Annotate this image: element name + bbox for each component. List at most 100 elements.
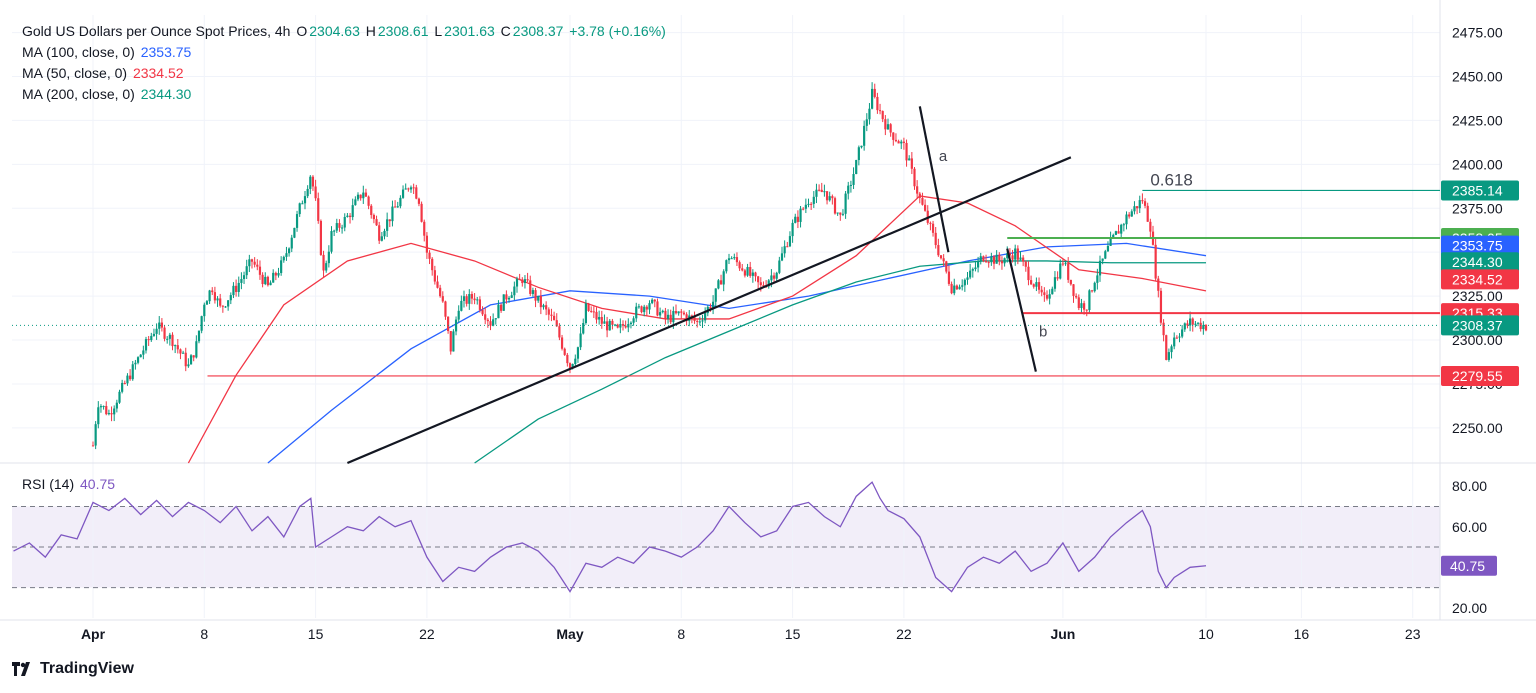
candle-body xyxy=(1003,258,1006,264)
candle-body xyxy=(131,364,134,380)
candle-body xyxy=(386,219,389,231)
rsi-legend[interactable]: RSI (14) 40.75 xyxy=(22,476,117,492)
header-legend: Gold US Dollars per Ounce Spot Prices, 4… xyxy=(22,23,668,39)
candle-body xyxy=(871,88,874,109)
candle-body xyxy=(428,252,431,259)
time-tick-label: Apr xyxy=(81,626,106,642)
candle-body xyxy=(394,206,397,208)
candle-body xyxy=(640,306,643,313)
candle-body xyxy=(439,287,442,297)
candle-body xyxy=(184,352,187,367)
candle-body xyxy=(468,294,471,304)
candle-body xyxy=(778,260,781,273)
candle-body xyxy=(905,142,908,161)
candle-body xyxy=(248,259,251,267)
candle-body xyxy=(1136,206,1139,209)
candle-body xyxy=(1159,290,1163,323)
candle-body xyxy=(992,256,996,264)
rsi-value: 40.75 xyxy=(80,476,116,492)
candle-body xyxy=(383,230,386,237)
candle-body xyxy=(571,364,574,369)
candle-body xyxy=(1048,294,1051,299)
candle-body xyxy=(863,125,866,146)
candle-body xyxy=(982,256,985,261)
candle-body xyxy=(791,222,794,237)
candle-body xyxy=(677,311,680,314)
ma100-legend[interactable]: MA (100, close, 0) 2353.75 xyxy=(22,44,193,60)
candle-body xyxy=(311,176,315,187)
candle-body xyxy=(346,215,349,217)
candle-body xyxy=(1157,278,1160,291)
ma50-legend[interactable]: MA (50, close, 0) 2334.52 xyxy=(22,65,186,81)
brand-name: TradingView xyxy=(40,660,134,677)
price-tick-label: 2300.00 xyxy=(1452,332,1503,348)
candle-body xyxy=(105,406,108,415)
candle-body xyxy=(330,231,333,252)
candle-body xyxy=(523,279,527,284)
candle-body xyxy=(1045,294,1049,299)
rsi-tick-label: 20.00 xyxy=(1452,600,1487,616)
candle-body xyxy=(425,235,428,253)
candle-body xyxy=(1016,248,1019,260)
candle-body xyxy=(1080,303,1083,309)
candle-body xyxy=(476,299,479,301)
candle-body xyxy=(701,320,704,322)
candle-body xyxy=(568,363,572,369)
candle-body xyxy=(945,261,948,272)
candle-body xyxy=(613,324,617,326)
candle-body xyxy=(1014,248,1017,260)
candle-body xyxy=(341,227,344,229)
candle-body xyxy=(1067,263,1070,280)
candle-body xyxy=(261,274,264,285)
candle-body xyxy=(847,185,850,194)
candle-body xyxy=(505,294,508,300)
candle-body xyxy=(539,295,542,308)
candle-body xyxy=(600,317,603,324)
candle-body xyxy=(1146,205,1149,222)
time-tick-label: 22 xyxy=(419,626,435,642)
candle-body xyxy=(894,139,898,142)
candle-body xyxy=(1154,244,1157,279)
ma200-legend[interactable]: MA (200, close, 0) 2344.30 xyxy=(22,86,193,102)
rsi-tag-box xyxy=(1441,555,1497,576)
price-tick-label: 2250.00 xyxy=(1452,420,1503,436)
candle-body xyxy=(892,132,895,140)
candle-body xyxy=(348,215,352,218)
candle-body xyxy=(460,300,463,311)
candle-body xyxy=(322,254,325,271)
close-label: C xyxy=(500,23,511,39)
wave-b-line xyxy=(1006,248,1037,372)
candle-body xyxy=(1024,261,1027,267)
candle-body xyxy=(669,314,672,323)
ma50-value: 2334.52 xyxy=(132,65,184,81)
candle-body xyxy=(502,294,505,311)
candle-body xyxy=(229,295,232,301)
candle-body xyxy=(160,322,163,328)
candle-body xyxy=(144,339,148,351)
candle-body xyxy=(1027,266,1030,281)
candle-body xyxy=(937,245,940,256)
candle-body xyxy=(608,320,611,331)
candle-body xyxy=(510,295,513,298)
price-tag-label: 2279.55 xyxy=(1452,368,1503,384)
candle-body xyxy=(171,334,174,347)
candle-body xyxy=(598,317,601,320)
candle-body xyxy=(126,375,129,384)
candle-body xyxy=(865,119,868,126)
time-tick-label: May xyxy=(556,626,583,642)
tradingview-brand[interactable]: TradingView xyxy=(12,660,134,678)
candle-body xyxy=(359,194,362,199)
candle-body xyxy=(910,158,913,169)
rsi-line xyxy=(13,481,1207,593)
candle-body xyxy=(364,192,368,197)
candle-body xyxy=(672,311,675,323)
candle-body xyxy=(1059,263,1062,279)
candle-body xyxy=(515,278,519,287)
candle-body xyxy=(182,352,185,354)
candle-body xyxy=(507,297,511,300)
candle-body xyxy=(356,194,360,200)
candle-body xyxy=(1170,346,1173,353)
candle-body xyxy=(168,334,171,339)
candle-body xyxy=(1125,214,1128,225)
price-tick-label: 2450.00 xyxy=(1452,68,1503,84)
